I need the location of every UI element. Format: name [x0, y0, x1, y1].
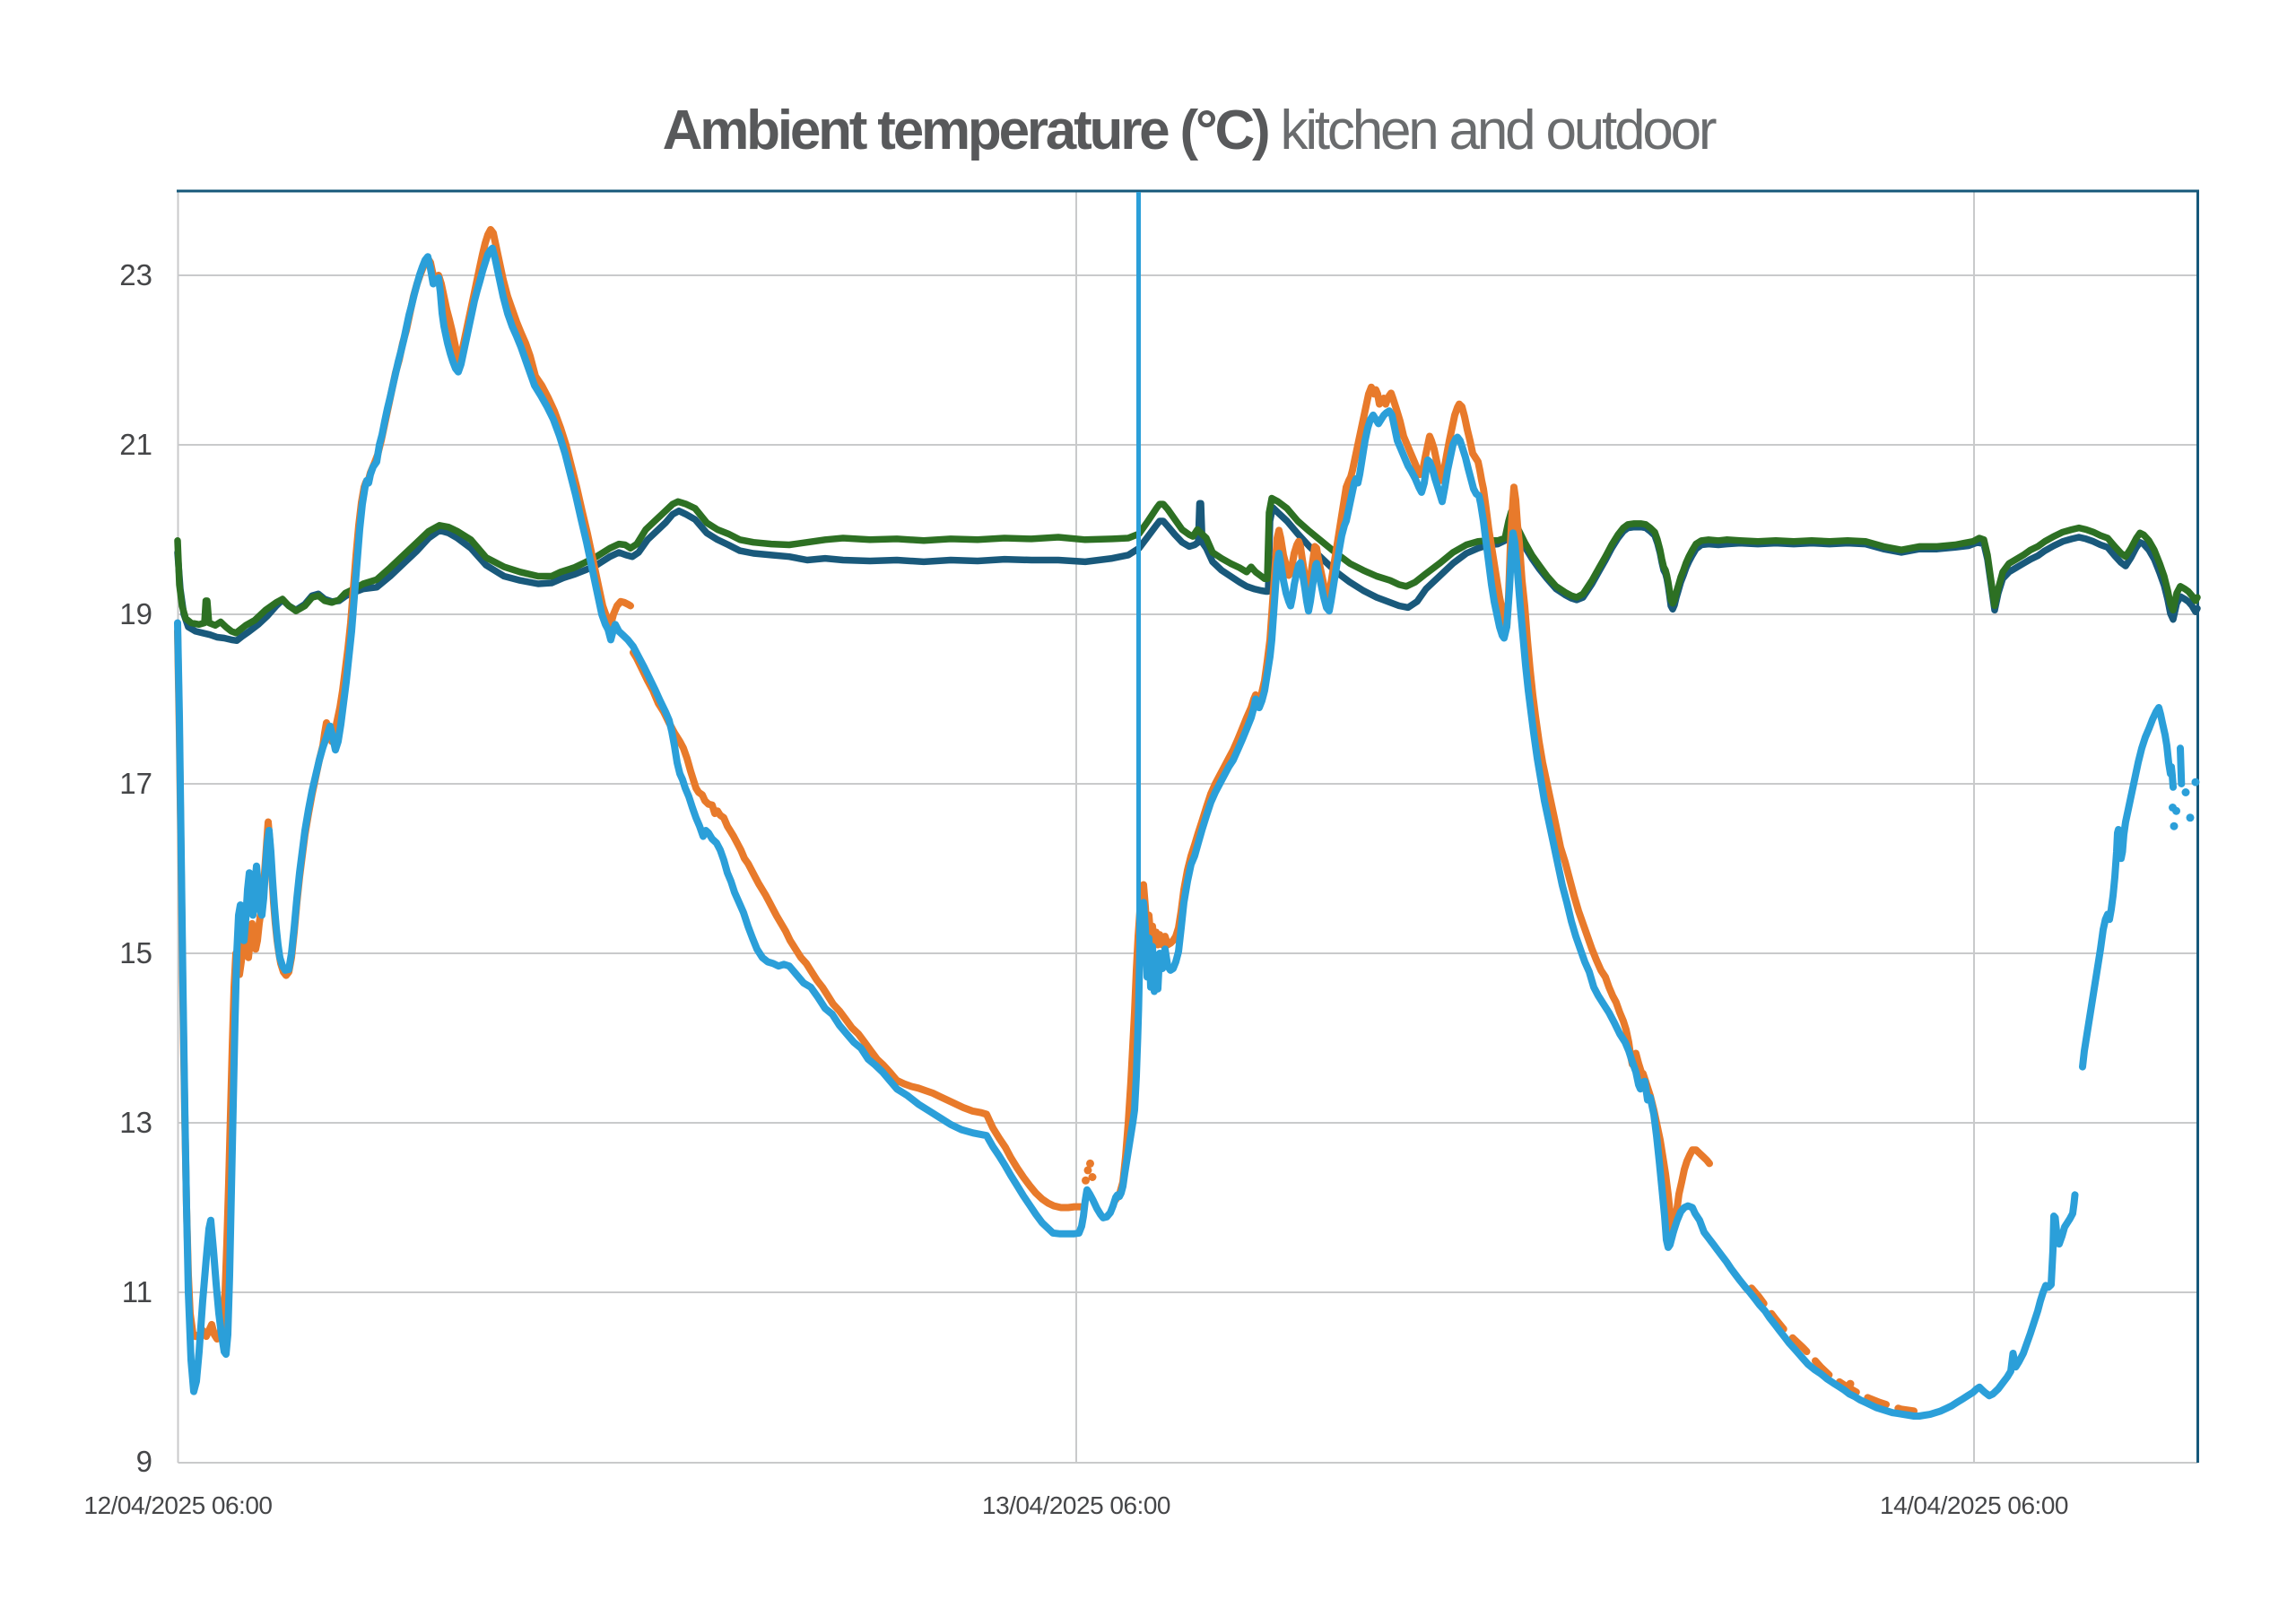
svg-text:13: 13	[119, 1106, 152, 1139]
svg-text:23: 23	[119, 258, 152, 291]
svg-text:12/04/2025 06:00: 12/04/2025 06:00	[84, 1491, 273, 1519]
svg-text:13/04/2025 06:00: 13/04/2025 06:00	[982, 1491, 1170, 1519]
svg-text:15: 15	[119, 936, 152, 969]
svg-text:14/04/2025 06:00: 14/04/2025 06:00	[1880, 1491, 2068, 1519]
svg-text:11: 11	[122, 1275, 152, 1308]
svg-text:Ambient temperature (°C) kitch: Ambient temperature (°C) kitchen and out…	[663, 100, 1717, 161]
svg-text:21: 21	[119, 428, 152, 461]
svg-text:17: 17	[119, 767, 152, 800]
svg-text:9: 9	[136, 1445, 152, 1478]
svg-text:19: 19	[119, 597, 152, 630]
